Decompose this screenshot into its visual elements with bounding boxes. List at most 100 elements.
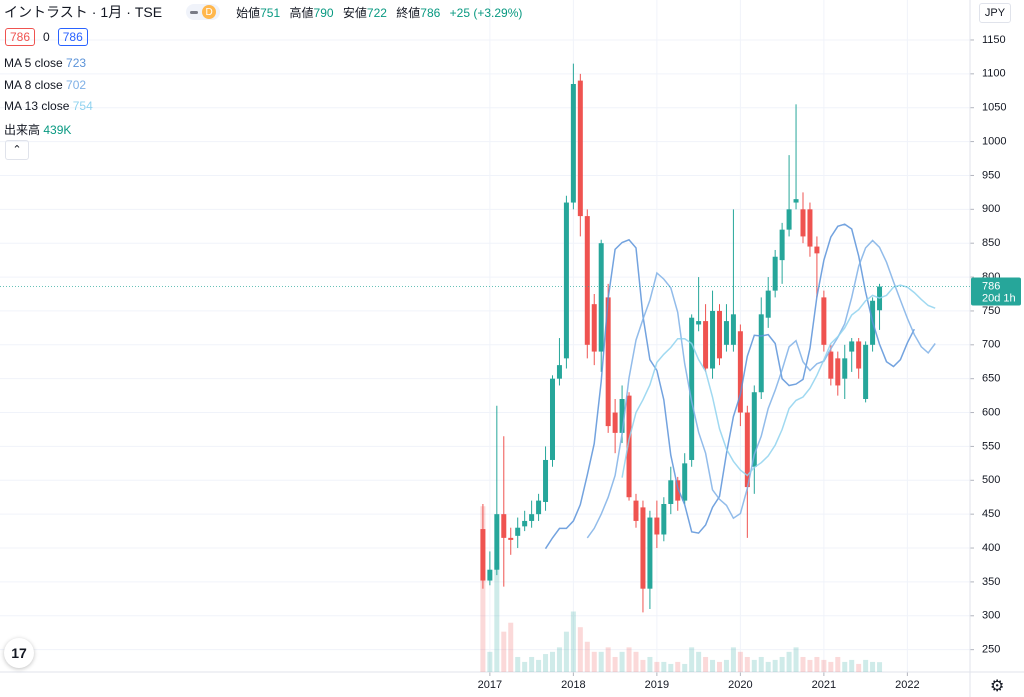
ma-line xyxy=(621,284,936,478)
volume-bar xyxy=(480,506,486,672)
y-tick-label: 650 xyxy=(982,373,1000,385)
y-tick-label: 1000 xyxy=(982,135,1006,147)
volume-bar xyxy=(556,647,562,672)
candle-body xyxy=(654,517,660,535)
y-tick-label: 550 xyxy=(982,440,1000,452)
volume-bar xyxy=(563,631,569,672)
candle-body xyxy=(730,314,736,345)
candle-body xyxy=(696,321,702,325)
candle-body xyxy=(828,351,834,379)
volume-bar xyxy=(536,659,542,672)
candle-body xyxy=(821,297,827,345)
countdown-label: 20d 1h xyxy=(982,292,1016,304)
exchange: TSE xyxy=(134,4,163,20)
y-tick-label: 600 xyxy=(982,406,1000,418)
volume-bar xyxy=(723,659,729,672)
ohlc-label: 終値 xyxy=(396,5,421,20)
status-pill[interactable]: D xyxy=(186,4,221,20)
volume-bar xyxy=(647,656,653,672)
volume-bar xyxy=(730,647,736,672)
candle-body xyxy=(501,514,507,538)
y-tick-label: 350 xyxy=(982,576,1000,588)
y-tick-label: 1100 xyxy=(982,68,1006,80)
y-tick-label: 700 xyxy=(982,339,1000,351)
volume-bar xyxy=(487,651,493,672)
ohlc-value: 722 xyxy=(366,5,387,20)
candle-body xyxy=(480,529,486,581)
candle-body xyxy=(786,209,792,230)
candle-body xyxy=(723,321,729,345)
volume-bar xyxy=(675,661,681,672)
candle-body xyxy=(689,317,695,460)
candle-body xyxy=(779,229,785,261)
candle-body xyxy=(612,412,618,433)
last-price-tag xyxy=(971,277,1021,306)
candle-body xyxy=(605,297,611,427)
ohlc: 始値751 高値790 安値722 終値786 +25 (+3.29%) xyxy=(236,4,528,21)
legend-item: MA 8 close 702 xyxy=(4,78,86,92)
volume-bar xyxy=(619,651,625,672)
logo[interactable]: 17 xyxy=(4,638,34,668)
delay-badge: D xyxy=(202,5,217,19)
volume-bar xyxy=(703,656,709,672)
candle-body xyxy=(835,358,841,386)
candle-body xyxy=(549,378,555,460)
bid[interactable]: 786 xyxy=(5,28,36,46)
candle-body xyxy=(494,514,500,570)
y-tick-label: 400 xyxy=(982,542,1000,554)
candle-body xyxy=(598,243,604,352)
legend-item: MA 5 close 723 xyxy=(4,56,86,70)
volume-bar xyxy=(744,656,750,672)
volume-bar xyxy=(835,656,841,672)
x-tick-label: 2020 xyxy=(728,679,752,691)
change: +25 (+3.29%) xyxy=(449,5,523,20)
candle-body xyxy=(675,480,681,501)
separator: · xyxy=(91,4,97,20)
x-tick-label: 2021 xyxy=(812,679,836,691)
candle-body xyxy=(856,341,862,369)
legend-name: 出来高 xyxy=(4,123,41,137)
y-tick-label: 850 xyxy=(982,237,1000,249)
candle-body xyxy=(703,321,709,369)
collapse-button[interactable]: ⌃ xyxy=(5,140,29,160)
candle-body xyxy=(640,507,646,589)
ma-line xyxy=(586,239,936,539)
volume-bar xyxy=(508,622,514,672)
y-tick-label: 750 xyxy=(982,305,1000,317)
candle-body xyxy=(682,463,688,501)
volume-bar xyxy=(751,659,757,672)
y-tick-label: 450 xyxy=(982,508,1000,520)
volume-bar xyxy=(682,663,688,672)
candle-body xyxy=(807,209,813,247)
volume-bar xyxy=(494,562,500,672)
pill-dash xyxy=(190,10,199,14)
candle-body xyxy=(591,304,597,352)
legend-value: 754 xyxy=(72,99,93,113)
candle-body xyxy=(577,80,583,217)
y-tick-label: 300 xyxy=(982,610,1000,622)
currency-button[interactable]: JPY xyxy=(979,3,1011,23)
settings-button[interactable]: ⚙ xyxy=(990,678,1005,695)
volume-bar xyxy=(828,661,834,672)
ohlc-label: 高値 xyxy=(289,5,314,20)
volume-bar xyxy=(716,661,722,672)
legend-name: MA 5 close xyxy=(4,56,63,70)
volume-bar xyxy=(626,647,632,672)
candle-body xyxy=(515,527,521,536)
volume-bar xyxy=(737,651,743,672)
candle-body xyxy=(765,290,771,318)
x-tick-label: 2018 xyxy=(561,679,585,691)
volume-bar xyxy=(570,611,576,672)
candle-body xyxy=(793,199,799,203)
legend-value: 439K xyxy=(43,123,72,137)
candle-body xyxy=(863,344,869,399)
volume-bar xyxy=(849,659,855,672)
last-price-label: 786 xyxy=(982,280,1000,292)
volume-bar xyxy=(661,661,667,672)
ohlc-label: 始値 xyxy=(236,5,261,20)
candle-body xyxy=(536,500,542,515)
ask[interactable]: 786 xyxy=(57,28,88,46)
candle-body xyxy=(508,537,514,540)
y-tick-label: 1050 xyxy=(982,102,1006,114)
volume-bar xyxy=(821,659,827,672)
